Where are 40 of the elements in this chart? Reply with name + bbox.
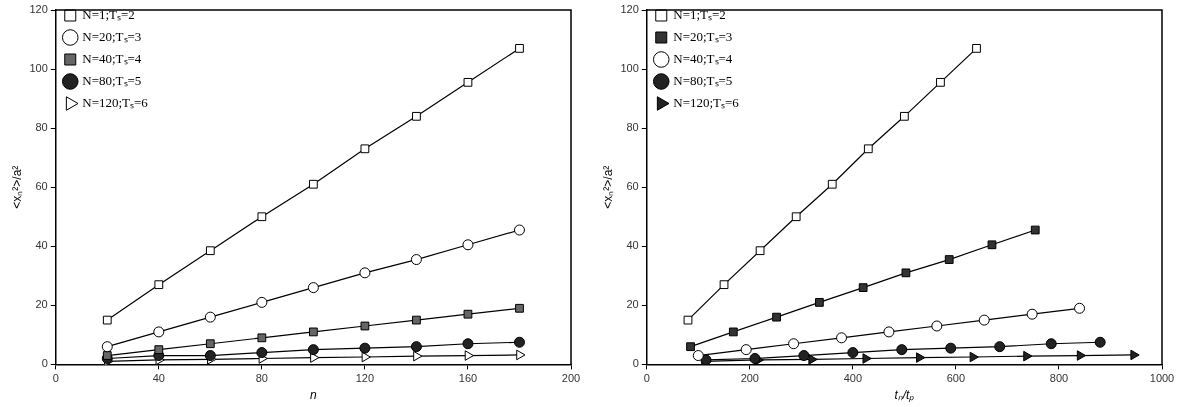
y-tick-label: 100	[29, 62, 48, 75]
legend-label: N=120;Tₛ=6	[82, 94, 149, 110]
x-tick-label: 160	[458, 372, 478, 385]
y-tick-label: 80	[626, 121, 639, 134]
y-tick-label: 40	[35, 239, 48, 252]
y-tick-label: 80	[35, 121, 48, 134]
legend-label: N=40;Tₛ=4	[673, 50, 733, 66]
y-tick-label: 0	[632, 357, 639, 370]
x-tick-label: 0	[52, 372, 59, 385]
y-tick-label: 20	[35, 298, 48, 311]
legend-label: N=120;Tₛ=6	[673, 94, 740, 110]
x-tick-label: 0	[643, 372, 650, 385]
x-axis-title: tₙ/tₚ	[894, 388, 915, 403]
y-tick-label: 60	[35, 180, 48, 193]
legend-label: N=80;Tₛ=5	[82, 72, 142, 88]
y-tick-label: 100	[620, 62, 639, 75]
x-tick-label: 1000	[1149, 372, 1175, 385]
x-tick-label: 40	[152, 372, 165, 385]
y-axis-title: <xₙ²>/a²	[600, 165, 615, 209]
x-tick-label: 80	[255, 372, 268, 385]
y-tick-label: 120	[620, 3, 639, 16]
x-tick-label: 400	[843, 372, 863, 385]
x-tick-label: 800	[1049, 372, 1069, 385]
legend-label: N=40;Tₛ=4	[82, 50, 142, 66]
legend-label: N=1;Tₛ=2	[82, 6, 135, 22]
legend-label: N=1;Tₛ=2	[673, 6, 726, 22]
y-tick-label: 120	[29, 3, 48, 16]
legend-label: N=80;Tₛ=5	[673, 72, 733, 88]
x-tick-label: 200	[561, 372, 581, 385]
legend-label: N=20;Tₛ=3	[82, 28, 142, 44]
x-tick-label: 120	[355, 372, 375, 385]
y-axis-title: <xₙ²>/a²	[9, 165, 24, 209]
x-axis-title: n	[310, 388, 318, 403]
y-tick-label: 0	[41, 357, 48, 370]
y-tick-label: 40	[626, 239, 639, 252]
x-tick-label: 200	[740, 372, 759, 385]
x-tick-label: 600	[946, 372, 966, 385]
y-tick-label: 20	[626, 298, 639, 311]
legend-label: N=20;Tₛ=3	[673, 28, 733, 44]
y-tick-label: 60	[626, 180, 639, 193]
